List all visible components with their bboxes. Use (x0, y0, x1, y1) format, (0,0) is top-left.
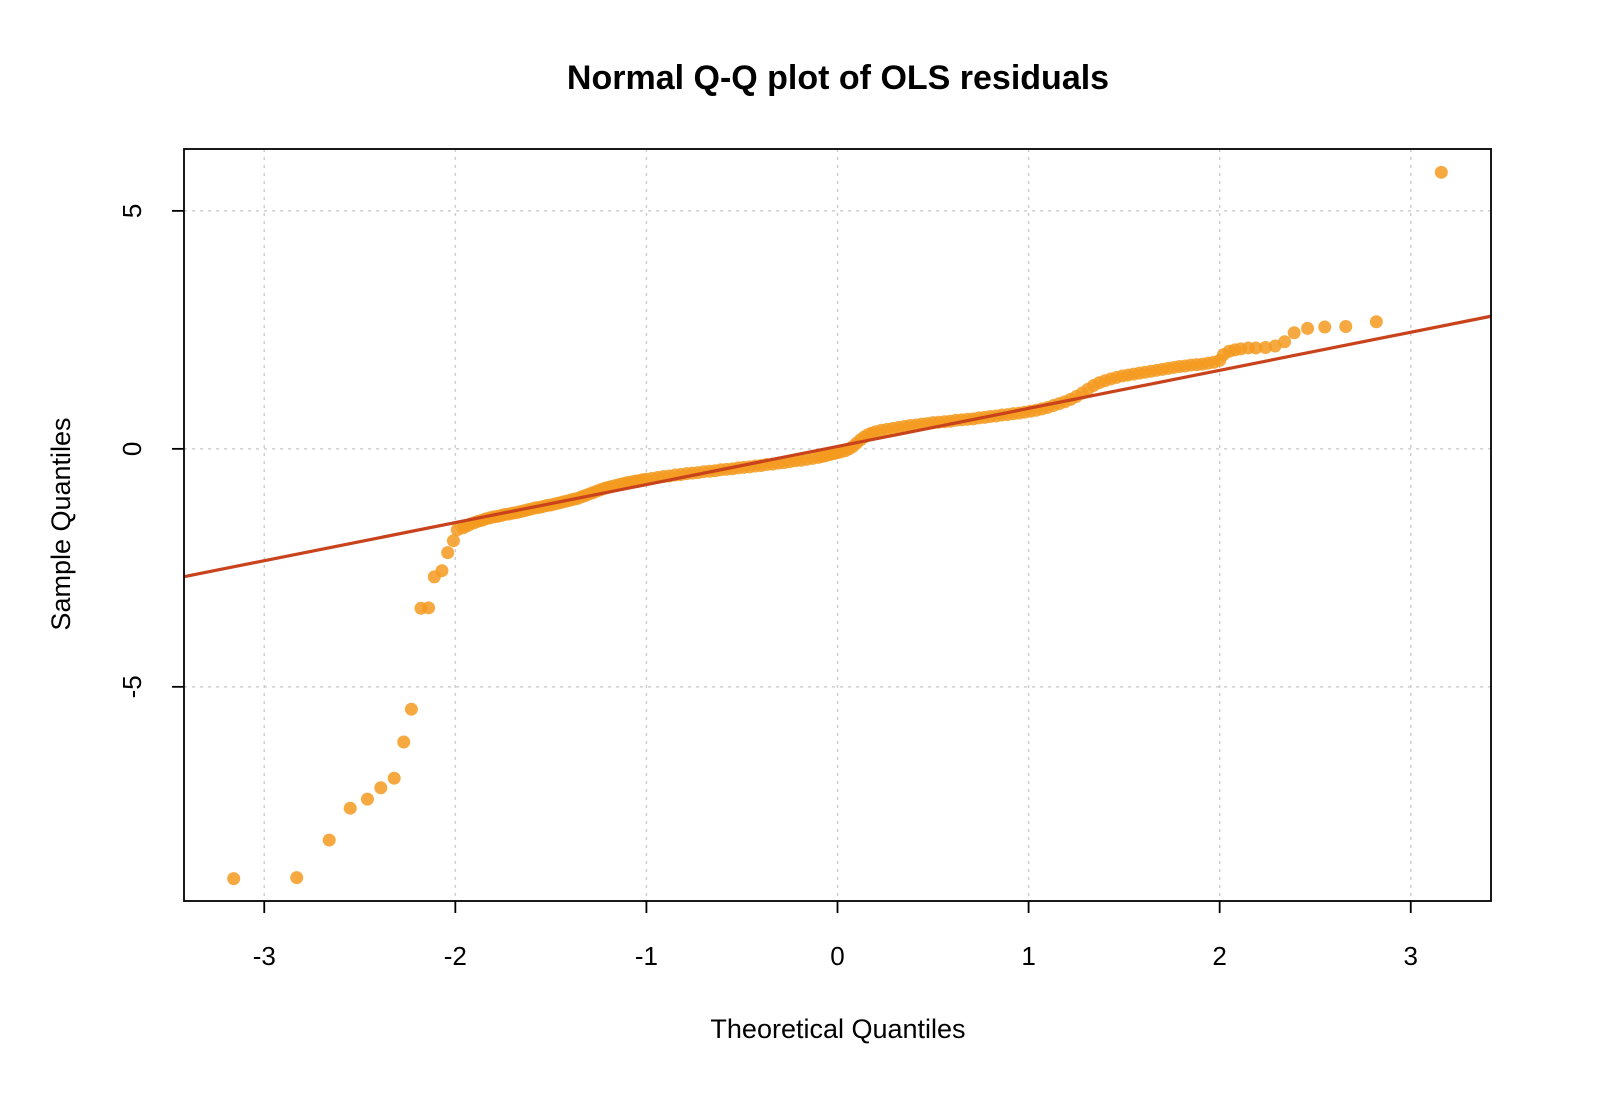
data-point (404, 702, 418, 716)
reference-line (183, 314, 1492, 579)
data-point (374, 781, 388, 795)
data-point (360, 792, 374, 806)
data-point (1249, 341, 1263, 355)
data-point (1278, 335, 1292, 349)
y-axis-label: Sample Quantiles (46, 417, 76, 630)
y-axis-ticks: -5 0 5 (117, 204, 184, 698)
data-point (1369, 315, 1383, 329)
data-point (1434, 165, 1448, 179)
x-tick-label: 2 (1212, 941, 1226, 971)
data-point (1287, 326, 1301, 340)
data-point (1301, 321, 1315, 335)
x-tick-label: 3 (1404, 941, 1418, 971)
data-point (1339, 320, 1353, 334)
data-point (441, 546, 455, 560)
data-point (446, 534, 460, 548)
data-point (1259, 340, 1273, 354)
data-point (1318, 320, 1332, 334)
data-point (227, 872, 241, 886)
data-point (343, 801, 357, 815)
x-axis-ticks: -3 -2 -1 0 1 2 3 (253, 901, 1418, 971)
data-point (387, 771, 401, 785)
reference-line-layer (183, 314, 1492, 579)
x-tick-label: -1 (635, 941, 658, 971)
x-tick-label: -3 (253, 941, 276, 971)
x-axis-label: Theoretical Quantiles (710, 1014, 965, 1044)
y-tick-label: 0 (117, 442, 147, 456)
data-point (290, 871, 304, 885)
data-point (322, 833, 336, 847)
chart-title: Normal Q-Q plot of OLS residuals (567, 59, 1109, 97)
data-point (397, 735, 411, 749)
x-tick-label: 0 (830, 941, 844, 971)
y-tick-label: 5 (117, 204, 147, 218)
x-tick-label: -2 (444, 941, 467, 971)
grid-lines (184, 149, 1491, 901)
y-tick-label: -5 (117, 675, 147, 698)
data-point (435, 564, 449, 578)
x-tick-label: 1 (1021, 941, 1035, 971)
data-point (422, 601, 436, 615)
